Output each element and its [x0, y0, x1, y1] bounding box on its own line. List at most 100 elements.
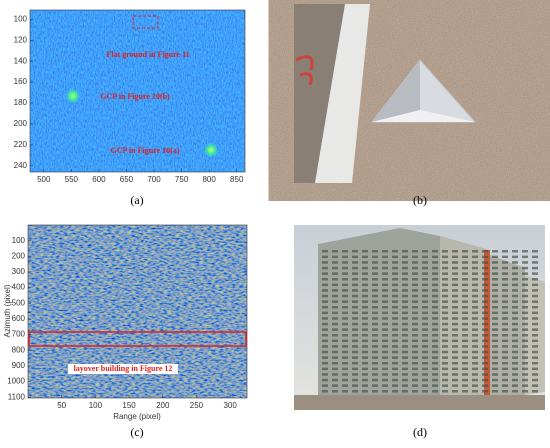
- annotation: GCP in Figure 10(b): [100, 92, 170, 101]
- window: [432, 345, 438, 348]
- x-tick-label: 50: [57, 401, 66, 410]
- window: [452, 311, 458, 315]
- window: [452, 362, 458, 365]
- window: [442, 306, 448, 309]
- window: [482, 322, 488, 326]
- window: [382, 339, 388, 343]
- window: [482, 289, 488, 292]
- window: [372, 356, 378, 359]
- window: [502, 250, 508, 253]
- window: [332, 378, 338, 382]
- window: [462, 306, 468, 309]
- window: [512, 317, 518, 320]
- window: [532, 373, 538, 376]
- window: [532, 266, 538, 270]
- window: [492, 278, 498, 281]
- window: [472, 373, 478, 376]
- y-tick-label: 120: [14, 35, 28, 44]
- building: [318, 228, 440, 405]
- window: [452, 390, 458, 393]
- window: [492, 272, 498, 275]
- window: [502, 278, 508, 281]
- window: [512, 266, 518, 270]
- panel-d: (d): [294, 225, 545, 439]
- window: [322, 373, 328, 376]
- window: [342, 334, 348, 337]
- window: [402, 250, 408, 253]
- window: [452, 272, 458, 275]
- window: [482, 266, 488, 270]
- window: [492, 328, 498, 331]
- window: [502, 261, 508, 264]
- window: [392, 328, 398, 331]
- window: [432, 328, 438, 331]
- window: [472, 356, 478, 359]
- window: [432, 283, 438, 287]
- window: [432, 384, 438, 387]
- window: [332, 390, 338, 393]
- window: [332, 345, 338, 348]
- window: [472, 362, 478, 365]
- window: [322, 322, 328, 326]
- x-tick-label: 100: [89, 401, 103, 410]
- paint-mark: [295, 55, 314, 86]
- window: [342, 289, 348, 292]
- window: [402, 350, 408, 354]
- window: [412, 306, 418, 309]
- x-tick-label: 550: [65, 175, 79, 184]
- window: [482, 390, 488, 393]
- window: [332, 362, 338, 365]
- window: [502, 255, 508, 259]
- window: [532, 384, 538, 387]
- annotation: GCP in Figure 10(a): [111, 146, 180, 155]
- window: [352, 300, 358, 303]
- window: [362, 362, 368, 365]
- window: [362, 278, 368, 281]
- window: [372, 289, 378, 292]
- window: [492, 334, 498, 337]
- window: [382, 283, 388, 287]
- window: [342, 373, 348, 376]
- y-tick-label: 220: [14, 140, 28, 149]
- window: [492, 306, 498, 309]
- y-tick-label: 600: [12, 314, 26, 323]
- window: [422, 356, 428, 359]
- window: [432, 289, 438, 292]
- window: [342, 311, 348, 315]
- window: [462, 339, 468, 343]
- window: [342, 322, 348, 326]
- window: [472, 306, 478, 309]
- window: [432, 306, 438, 309]
- windows: [322, 250, 538, 393]
- window: [412, 317, 418, 320]
- window: [372, 328, 378, 331]
- window: [342, 300, 348, 303]
- window: [532, 289, 538, 292]
- window: [342, 317, 348, 320]
- window: [532, 367, 538, 371]
- window: [352, 328, 358, 331]
- window: [342, 306, 348, 309]
- window: [352, 362, 358, 365]
- window: [532, 334, 538, 337]
- window: [352, 345, 358, 348]
- window: [472, 283, 478, 287]
- window: [492, 322, 498, 326]
- window: [412, 362, 418, 365]
- window: [422, 272, 428, 275]
- window: [342, 266, 348, 270]
- window: [502, 283, 508, 287]
- window: [532, 311, 538, 315]
- window: [512, 272, 518, 275]
- y-tick-label: 1000: [7, 377, 25, 386]
- x-axis-label: Range (pixel): [113, 412, 161, 421]
- y-axis-label: Azimuth (pixel): [3, 284, 12, 337]
- window: [322, 283, 328, 287]
- window: [502, 350, 508, 354]
- window: [502, 300, 508, 303]
- window: [482, 250, 488, 253]
- window: [352, 390, 358, 393]
- window: [362, 272, 368, 275]
- window: [462, 272, 468, 275]
